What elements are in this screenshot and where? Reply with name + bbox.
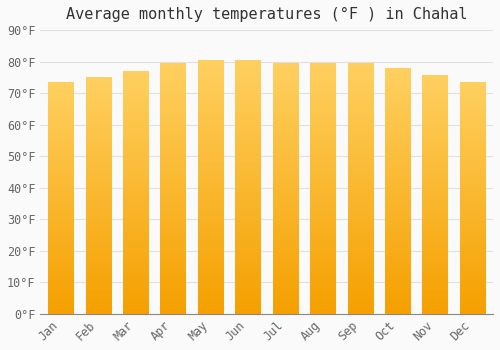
Title: Average monthly temperatures (°F ) in Chahal: Average monthly temperatures (°F ) in Ch…: [66, 7, 468, 22]
